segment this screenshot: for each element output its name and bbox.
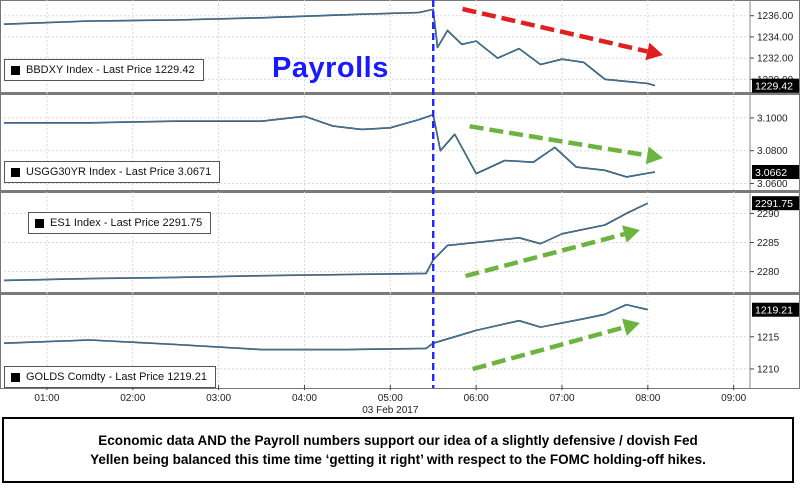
series-line-highlight [3,9,656,86]
panel-separator [0,190,800,193]
panel-separator [0,92,800,95]
y-tick-label: 1215 [757,332,780,343]
legend-bbdxy: BBDXY Index - Last Price 1229.42 [4,59,204,81]
panel-separator [0,292,800,295]
legend-text-golds: GOLDS Comdty - Last Price 1219.21 [26,371,207,383]
y-tick-label: 1232.00 [757,54,794,65]
trend-arrow-shaft [464,231,625,279]
last-price-label: 3.0662 [755,167,787,179]
y-tick-label: 1234.00 [757,32,794,43]
legend-marker [11,65,20,75]
legend-marker [35,218,44,228]
last-price-label: 1229.42 [755,81,793,93]
y-tick-label: 3.1000 [757,113,788,124]
last-price-box [752,164,799,179]
caption-box: Economic data AND the Payroll numbers su… [2,417,794,483]
y-tick-label: 2280 [757,267,780,278]
trend-arrow-head [645,42,663,61]
caption-line-2: Yellen being balanced this time time ‘ge… [90,452,706,467]
legend-marker [11,167,20,177]
x-tick-label: 02:00 [120,393,145,404]
last-price-label: 1219.21 [755,305,793,317]
x-tick-label: 09:00 [721,393,746,404]
trend-arrow-head [622,318,640,336]
date-label: 03 Feb 2017 [362,405,419,416]
series-line-highlight [3,304,648,350]
legend-golds: GOLDS Comdty - Last Price 1219.21 [4,366,216,388]
x-tick-label: 04:00 [292,393,317,404]
legend-text-es1: ES1 Index - Last Price 2291.75 [50,217,203,229]
trend-arrow-shaft [469,124,648,158]
y-tick-label: 1210 [757,364,780,375]
trend-arrow-shaft [462,6,648,54]
y-tick-label: 2290 [757,209,780,220]
x-tick-label: 05:00 [378,393,403,404]
trend-arrow-head [645,146,663,165]
last-price-box [752,196,799,211]
series-line-highlight [4,114,656,178]
legend-marker [11,372,20,382]
legend-es1: ES1 Index - Last Price 2291.75 [28,212,212,234]
trend-arrow-shaft [472,325,626,372]
x-tick-label: 03:00 [206,393,231,404]
last-price-box [752,302,799,317]
x-tick-label: 01:00 [34,393,59,404]
trend-arrow-head [622,225,640,243]
y-tick-label: 3.0600 [757,179,788,190]
x-tick-label: 07:00 [549,393,574,404]
series-line [3,303,648,351]
x-tick-label: 08:00 [635,393,660,404]
series-line-highlight [3,202,648,281]
y-tick-label: 1236.00 [757,11,794,22]
last-price-box [752,78,799,93]
event-label: Payrolls [272,52,389,84]
last-price-label: 2291.75 [755,198,793,210]
legend-text-usgg30yr: USGG30YR Index - Last Price 3.0671 [26,166,212,178]
x-tick-label: 06:00 [464,393,489,404]
legend-usgg30yr: USGG30YR Index - Last Price 3.0671 [4,161,221,183]
y-tick-label: 2285 [757,238,780,249]
legend-text-bbdxy: BBDXY Index - Last Price 1229.42 [26,64,195,76]
y-tick-label: 3.0800 [757,146,788,157]
caption-line-1: Economic data AND the Payroll numbers su… [98,433,698,448]
